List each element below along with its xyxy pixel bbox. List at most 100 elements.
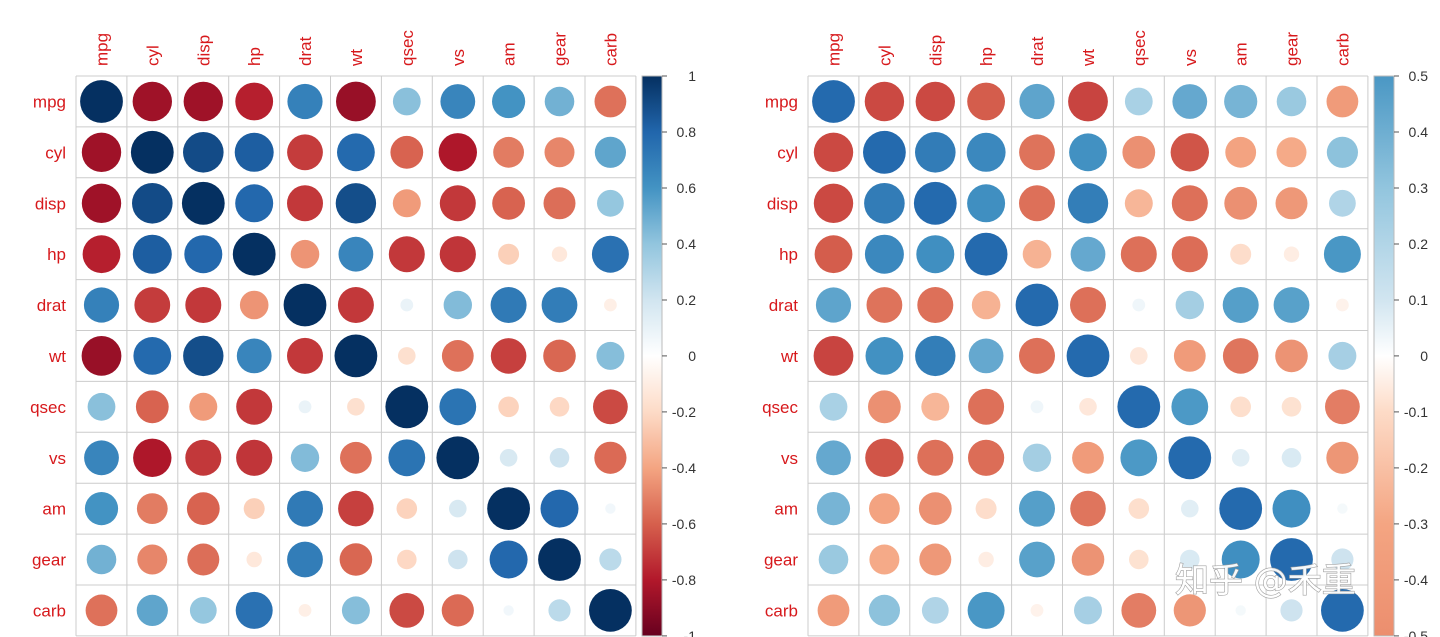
corr-circle-gear-drat xyxy=(1019,541,1055,578)
corr-circle-qsec-wt xyxy=(1079,398,1097,416)
corr-circle-hp-qsec xyxy=(388,236,425,273)
corr-circle-hp-am xyxy=(1230,243,1252,265)
corr-circle-cyl-gear xyxy=(544,137,575,168)
corr-circle-wt-am xyxy=(490,338,527,374)
corr-circle-cyl-mpg xyxy=(81,132,122,172)
corr-circle-vs-vs xyxy=(1168,436,1212,480)
row-label-am: am xyxy=(42,500,66,519)
corr-circle-gear-carb xyxy=(599,548,622,571)
corr-circle-hp-disp xyxy=(916,235,955,274)
corr-circle-cyl-gear xyxy=(1276,137,1307,168)
corr-circle-wt-qsec xyxy=(398,347,416,365)
corr-circle-cyl-wt xyxy=(1069,133,1107,172)
corr-circle-drat-carb xyxy=(1336,298,1349,312)
colorbar-tick-label: -0.2 xyxy=(672,404,696,420)
colorbar-tick-label: 0.2 xyxy=(1409,236,1429,252)
corr-circle-mpg-cyl xyxy=(132,81,172,122)
colorbar-tick-label: 0.8 xyxy=(677,124,697,140)
col-label-vs: vs xyxy=(1181,49,1200,66)
corr-circle-qsec-mpg xyxy=(87,392,116,421)
colorbar-tick-label: 0.3 xyxy=(1409,180,1429,196)
row-label-qsec: qsec xyxy=(30,398,66,417)
corr-circle-mpg-am xyxy=(492,84,526,119)
corr-circle-gear-cyl xyxy=(137,544,168,575)
corr-circle-drat-wt xyxy=(1070,287,1106,323)
row-label-am: am xyxy=(774,500,798,519)
corr-circle-cyl-hp xyxy=(234,132,274,172)
col-label-hp: hp xyxy=(245,47,264,66)
corr-circle-mpg-gear xyxy=(544,86,575,117)
row-label-drat: drat xyxy=(37,296,67,315)
corr-circle-hp-carb xyxy=(1323,235,1361,273)
corr-circle-gear-disp xyxy=(187,543,220,576)
corr-circle-disp-qsec xyxy=(392,189,421,218)
corr-circle-qsec-gear xyxy=(549,397,570,417)
corr-circle-cyl-disp xyxy=(183,132,224,173)
colorbar-tick-label: 1 xyxy=(688,68,696,84)
corr-circle-gear-carb xyxy=(1331,548,1354,571)
corr-circle-mpg-mpg xyxy=(812,80,855,123)
watermark: 知乎 @禾重 xyxy=(1175,561,1356,601)
corr-circle-mpg-cyl xyxy=(864,81,905,122)
corr-circle-am-carb xyxy=(1337,503,1348,514)
col-label-wt: wt xyxy=(347,49,366,67)
row-label-wt: wt xyxy=(48,347,66,366)
corr-circle-am-mpg xyxy=(816,492,851,526)
colorbar-tick-label: 0.2 xyxy=(677,292,697,308)
corr-circle-vs-gear xyxy=(549,448,570,468)
corr-circle-gear-vs xyxy=(1180,549,1200,570)
corr-circle-am-drat xyxy=(287,490,323,527)
corr-circle-carb-hp xyxy=(967,591,1005,629)
corr-circle-vs-cyl xyxy=(865,438,904,477)
row-label-carb: carb xyxy=(765,601,798,620)
corr-circle-disp-vs xyxy=(1171,185,1208,222)
corr-circle-mpg-vs xyxy=(1172,84,1208,119)
corr-circle-mpg-wt xyxy=(1068,81,1108,122)
row-label-mpg: mpg xyxy=(33,93,66,112)
col-label-mpg: mpg xyxy=(825,33,844,66)
corr-circle-hp-cyl xyxy=(132,234,172,274)
corr-circle-qsec-hp xyxy=(236,388,273,425)
corr-circle-qsec-cyl xyxy=(868,390,901,424)
corr-circle-qsec-wt xyxy=(347,398,365,416)
corr-circle-gear-am xyxy=(489,540,528,579)
corr-circle-cyl-am xyxy=(493,136,524,168)
corr-circle-drat-hp xyxy=(239,290,269,320)
corr-circle-qsec-carb xyxy=(593,389,628,425)
corr-circle-vs-gear xyxy=(1281,448,1302,468)
corr-circle-mpg-disp xyxy=(183,81,223,122)
corr-circle-disp-am xyxy=(492,186,525,220)
corr-circle-carb-cyl xyxy=(868,594,901,627)
corr-circle-carb-carb xyxy=(1321,589,1364,632)
colorbar-tick-label: -0.8 xyxy=(672,572,696,588)
corr-circle-am-gear xyxy=(540,489,579,528)
corr-circle-vs-hp xyxy=(968,439,1005,476)
corr-circle-drat-cyl xyxy=(866,287,903,323)
col-label-carb: carb xyxy=(601,33,620,66)
corr-circle-mpg-disp xyxy=(915,81,955,122)
row-label-drat: drat xyxy=(769,296,799,315)
corr-circle-mpg-hp xyxy=(235,82,274,121)
corr-circle-am-cyl xyxy=(869,493,900,524)
corr-circle-wt-cyl xyxy=(865,337,904,375)
corr-circle-hp-gear xyxy=(551,246,568,262)
corr-circle-carb-vs xyxy=(441,594,474,627)
corr-circle-vs-am xyxy=(499,449,518,467)
col-label-am: am xyxy=(500,42,519,66)
row-label-disp: disp xyxy=(767,194,798,213)
row-label-vs: vs xyxy=(781,449,798,468)
corr-circle-qsec-drat xyxy=(1030,400,1044,414)
row-label-disp: disp xyxy=(35,194,66,213)
row-label-gear: gear xyxy=(764,551,798,570)
colorbar-tick-label: -0.2 xyxy=(1404,460,1428,476)
row-label-mpg: mpg xyxy=(765,93,798,112)
corr-circle-carb-drat xyxy=(298,604,312,617)
corr-circle-drat-am xyxy=(490,287,527,323)
corr-circle-mpg-gear xyxy=(1276,86,1307,117)
corr-circle-hp-wt xyxy=(338,236,374,272)
corr-circle-disp-mpg xyxy=(813,183,854,223)
corr-circle-hp-vs xyxy=(1171,236,1208,273)
col-label-cyl: cyl xyxy=(875,45,894,66)
col-label-gear: gear xyxy=(551,32,570,66)
corr-circle-qsec-vs xyxy=(1171,388,1209,426)
